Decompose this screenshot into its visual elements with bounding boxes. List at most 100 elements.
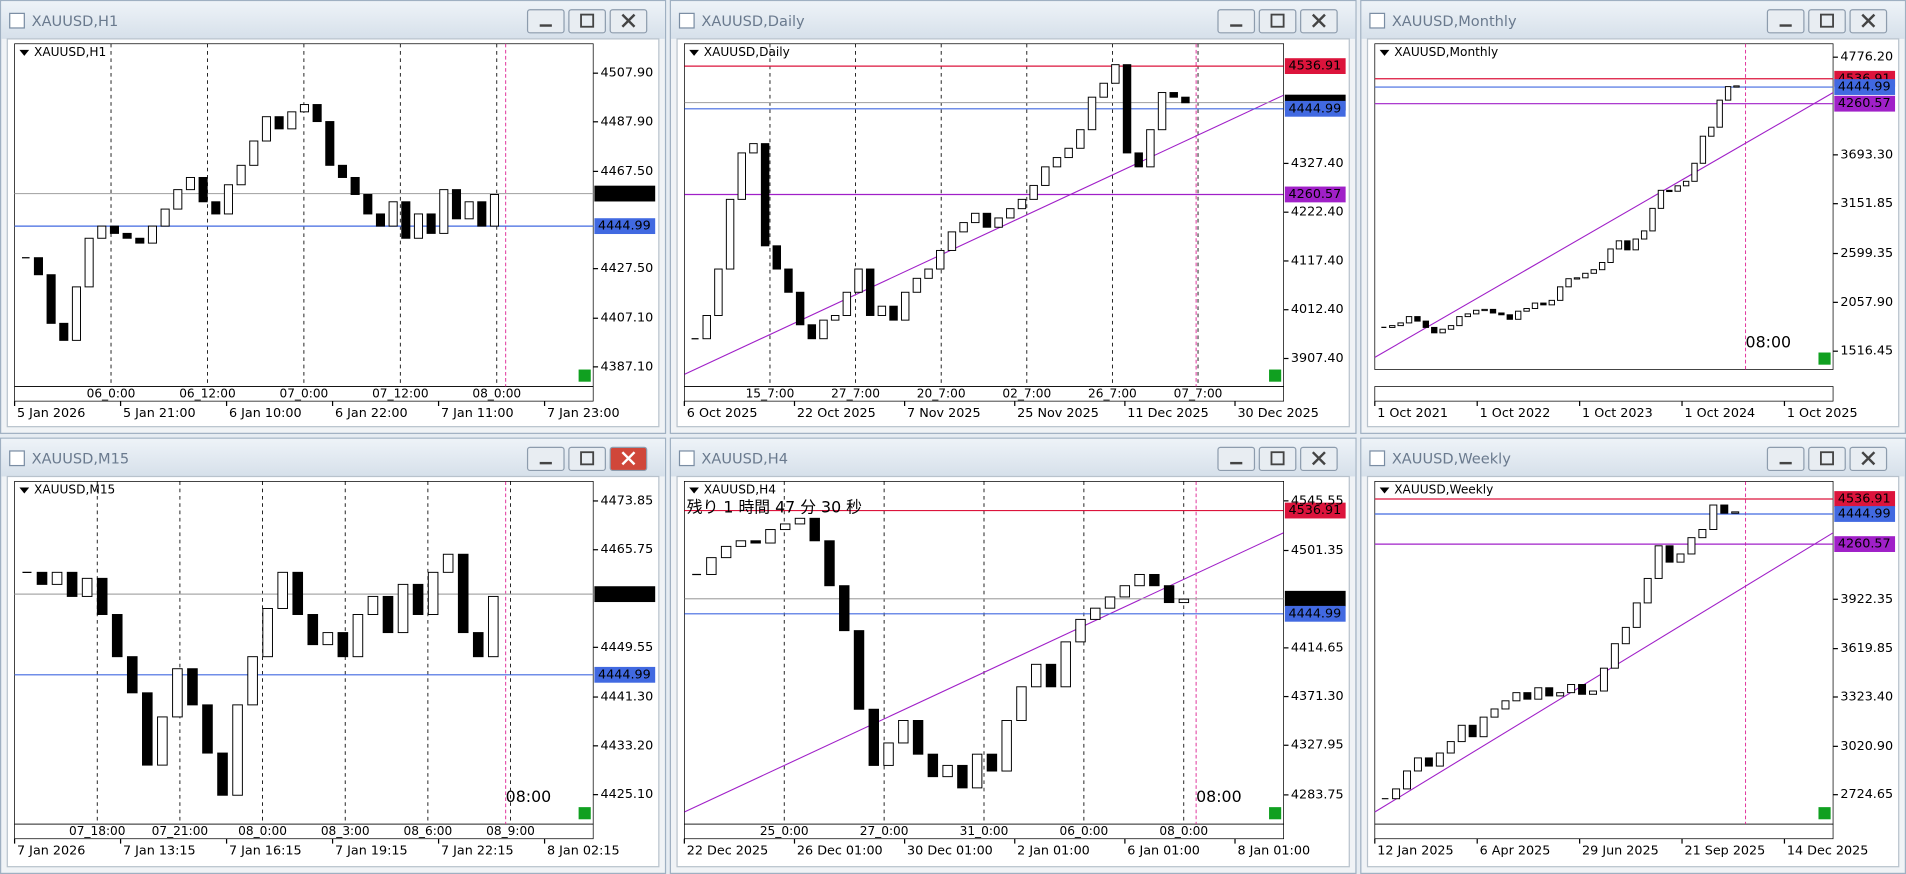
candle [1598,261,1606,271]
separator-label: 07_7:00 [1174,386,1223,400]
x-tick-label: 12 Jan 2025 [1377,843,1453,858]
level-label: 4444.99 [1288,606,1341,621]
level-label-box [1834,95,1896,112]
candle [737,152,746,200]
candle [1640,230,1648,240]
candle [1534,687,1543,700]
button-glyph [580,451,595,466]
x-tick-label: 6 Apr 2025 [1480,843,1551,858]
x-tick-label: 7 Jan 16:15 [229,843,302,858]
maximize-button[interactable] [1808,9,1846,34]
y-tick-label: 4449.55 [600,640,653,655]
x-tick-label: 1 Oct 2024 [1684,406,1755,421]
chart-window[interactable]: XAUUSD,H4 25_0:00 27_0:00 31_0:00 06_0:00 08_… [669,437,1357,874]
candle [211,201,221,215]
candle [1075,618,1086,643]
separator-label: 27_0:00 [860,824,909,838]
y-tick-label: 4467.50 [600,164,653,179]
candle [187,668,198,706]
button-glyph [1861,13,1876,28]
maximize-button[interactable] [1258,9,1297,34]
candle [292,571,304,615]
y-tick-label: 3020.90 [1840,739,1893,754]
candle [274,116,284,130]
minimize-button[interactable] [526,9,565,34]
window-icon [9,12,25,29]
candle [1414,316,1421,322]
candle [464,201,474,220]
x-tick-label: 6 Oct 2025 [687,406,758,421]
candle [1405,316,1413,324]
x-tick-label: 26 Dec 01:00 [797,843,883,858]
candle [489,194,500,227]
candle [982,212,992,228]
candle [735,540,747,547]
level-label-box [1834,491,1896,507]
x-tick-label: 6 Jan 22:00 [335,406,408,421]
scroll-strip [683,386,1284,402]
x-tick-label: 7 Jan 2026 [17,843,85,858]
minimize-button[interactable] [1217,9,1256,34]
maximize-button[interactable] [568,9,606,34]
trend-line [1374,92,1834,358]
y-tick-label: 4433.20 [600,738,653,753]
time-note: 08:00 [506,787,552,806]
maximize-button[interactable] [1258,446,1297,472]
candle [382,595,394,634]
level-label-box [1834,536,1896,552]
candle [1468,724,1477,738]
candle [413,213,424,239]
candle [1666,189,1673,193]
plot [1374,43,1834,370]
separator-label: 02_7:00 [1002,386,1051,400]
x-tick-label: 2 Jan 01:00 [1017,843,1090,858]
chart-window[interactable]: XAUUSD,Monthly4536.914444.994260.574776.… [1360,0,1906,434]
x-tick-label: 8 Jan 02:15 [547,843,620,858]
candle [1099,82,1108,98]
candle [1479,716,1488,738]
candle [426,213,436,234]
candle [1456,316,1463,327]
candle [487,595,499,658]
candle [883,742,894,766]
candle [1567,684,1576,694]
candle [936,249,945,270]
candle [1716,99,1723,128]
x-tick-label: 7 Jan 23:00 [547,406,620,421]
candle [412,583,424,615]
symbol-label: XAUUSD,Monthly [1394,45,1498,59]
chart-area [1366,475,1900,868]
y-tick-label: 4473.85 [600,493,653,508]
minimize-button[interactable] [1766,9,1805,34]
button-glyph [1861,451,1876,466]
candle [1029,184,1038,200]
plot [1374,481,1834,825]
candle [1720,504,1729,514]
candle [795,291,805,326]
minimize-button[interactable] [1766,446,1805,472]
chart-window[interactable]: XAUUSD,M15 07_18:00 07_21:00 08_0:00 08_3:00… [0,437,667,874]
candle [160,208,170,227]
candle [1104,596,1116,609]
maximize-button[interactable] [568,446,606,472]
minimize-button[interactable] [526,446,565,472]
candle [477,201,487,227]
maximize-button[interactable] [1808,446,1846,472]
candle [1709,504,1718,530]
level-label-box [594,666,656,683]
chart-window[interactable]: XAUUSD,H1 06_0:00 06_12:00 07_0:00 07_12:00 0… [0,0,667,434]
minimize-button[interactable] [1217,446,1256,472]
level-label: 4444.99 [598,219,651,234]
candle [142,692,153,766]
button-glyph [621,451,636,466]
x-tick-label: 25 Nov 2025 [1017,406,1099,421]
candle [1624,240,1631,251]
candle [1582,272,1589,279]
level-label: 4536.91 [1288,503,1341,518]
candle [157,716,168,766]
window-icon [1369,450,1386,467]
candle [1424,757,1433,767]
indicator-box [578,807,591,820]
chart-window[interactable]: XAUUSD,Daily 15_7:00 27_7:00 20_7:00 02_7:00… [669,0,1357,434]
